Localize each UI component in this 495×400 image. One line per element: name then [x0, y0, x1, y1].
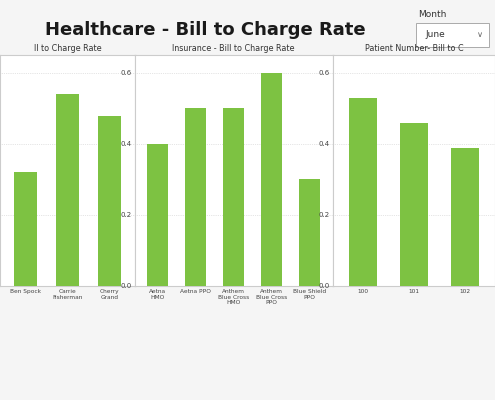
Bar: [98, 116, 121, 286]
Bar: [147, 144, 168, 286]
Title: Insurance - Bill to Charge Rate: Insurance - Bill to Charge Rate: [172, 44, 295, 53]
Text: June: June: [425, 30, 445, 39]
Bar: [299, 180, 320, 286]
Text: Healthcare - Bill to Charge Rate: Healthcare - Bill to Charge Rate: [45, 21, 365, 39]
FancyBboxPatch shape: [416, 23, 489, 48]
Bar: [349, 98, 377, 286]
Bar: [56, 94, 79, 286]
Bar: [14, 172, 37, 286]
Bar: [450, 148, 479, 286]
Bar: [400, 123, 428, 286]
Title: ll to Charge Rate: ll to Charge Rate: [34, 44, 101, 53]
Bar: [185, 108, 206, 286]
Text: ∨: ∨: [477, 30, 483, 39]
Bar: [223, 108, 244, 286]
Title: Patient Number- Bill to C: Patient Number- Bill to C: [364, 44, 463, 53]
Text: Month: Month: [418, 10, 447, 19]
Bar: [261, 73, 282, 286]
